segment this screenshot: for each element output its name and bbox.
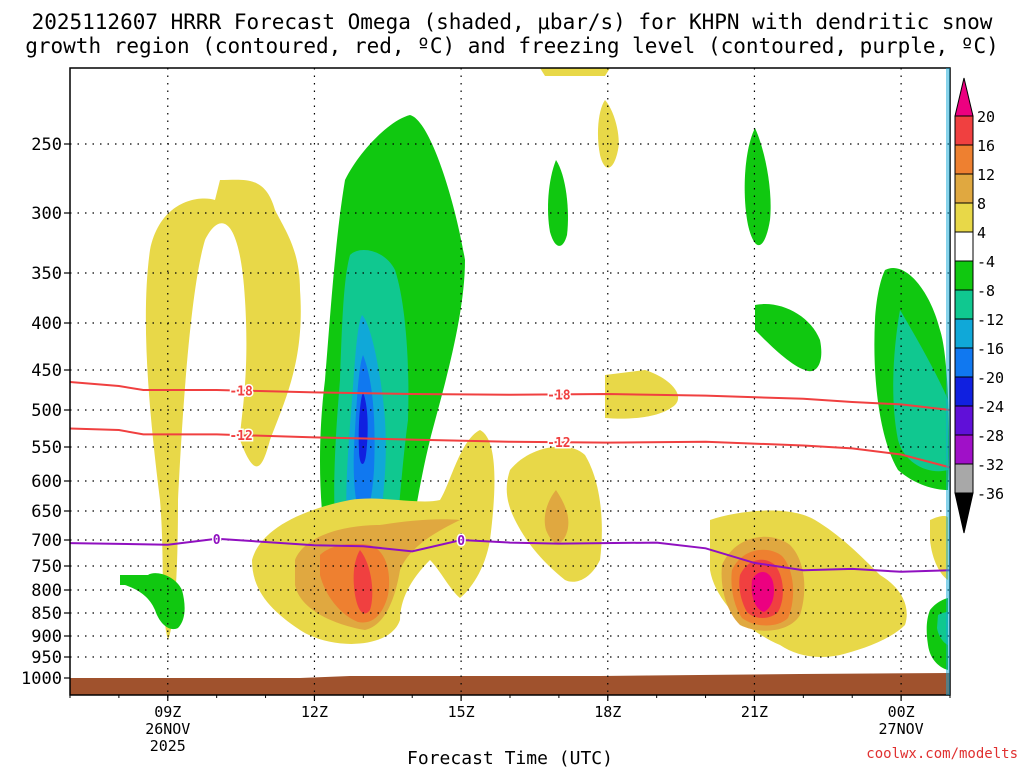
colorbar-bin [954, 202, 974, 233]
colorbar-bin-bottom [954, 492, 974, 534]
colorbar-label: -24 [977, 398, 1004, 416]
colorbar-label: 4 [977, 224, 986, 242]
omega-region-red-left [353, 550, 373, 614]
omega-region-pink-core [751, 571, 774, 612]
omega-region-orange-small [544, 490, 569, 544]
colorbar-label: 16 [977, 137, 995, 155]
omega-region-yellow-arch [145, 179, 301, 640]
y-tick-label-250: 250 [31, 135, 62, 155]
colorbar-label: -12 [977, 311, 1004, 329]
y-tick-label-700: 700 [31, 531, 62, 551]
omega-region-green-low-left [120, 573, 185, 630]
contour-label-0: 0 [457, 534, 465, 549]
y-tick-label-350: 350 [31, 264, 62, 284]
y-tick-label-1000: 1000 [21, 669, 62, 689]
omega-region-yellow-edge [930, 515, 948, 580]
colorbar-label: -4 [977, 253, 995, 271]
contour-label--12: -12 [229, 429, 252, 444]
colorbar-label: -36 [977, 485, 1004, 503]
surface-ground [70, 673, 950, 695]
plot-frame-right-accent [946, 68, 950, 695]
colorbar-label: -32 [977, 456, 1004, 474]
site-credit: coolwx.com/modelts [866, 746, 1018, 762]
colorbar-bin [954, 318, 974, 349]
omega-region-yellow-top [540, 68, 610, 76]
y-tick-label-400: 400 [31, 314, 62, 334]
y-tick-label-500: 500 [31, 401, 62, 421]
x-tick-label-15Z: 15Z [448, 703, 475, 721]
contour-label--18: -18 [547, 388, 571, 403]
x-tick-date: 26NOV [145, 720, 190, 738]
colorbar-bin [954, 405, 974, 436]
colorbar: 20 16 12 8 4 -4 -8 -12 -16 -20 -24 -28 -32 -36 [954, 77, 1004, 534]
x-tick-label-12Z: 12Z [301, 703, 328, 721]
omega-region-green-mid [755, 304, 822, 372]
y-tick-label-850: 850 [31, 604, 62, 624]
colorbar-bin-top [954, 77, 974, 117]
colorbar-bin [954, 144, 974, 175]
contour-line--12 [69, 427, 951, 469]
omega-region-green-small-1 [548, 160, 568, 246]
colorbar-label: -20 [977, 369, 1004, 387]
colorbar-bin [954, 347, 974, 378]
omega-region-yellow-small [597, 100, 619, 168]
contour-line-0 [69, 537, 951, 573]
colorbar-bin [954, 463, 974, 494]
omega-region-green-small-2 [744, 128, 771, 246]
colorbar-bin [954, 376, 974, 407]
y-tick-label-750: 750 [31, 557, 62, 577]
contour-label--12: -12 [547, 436, 570, 451]
y-tick-label-600: 600 [31, 472, 62, 492]
contour-label-0: 0 [213, 533, 221, 548]
x-tick-label-21Z: 21Z [741, 703, 768, 721]
colorbar-label: 12 [977, 166, 995, 184]
colorbar-label: 8 [977, 195, 986, 213]
y-tick-label-550: 550 [31, 438, 62, 458]
x-tick-year: 2025 [150, 737, 186, 755]
colorbar-bin [954, 289, 974, 320]
colorbar-bin [954, 115, 974, 146]
colorbar-label: -28 [977, 427, 1004, 445]
omega-shading [120, 68, 950, 670]
x-axis-title: Forecast Time (UTC) [407, 748, 613, 768]
contours: -18 -18 -12 -12 0 0 [69, 381, 951, 573]
y-tick-label-900: 900 [31, 627, 62, 647]
colorbar-label: -8 [977, 282, 995, 300]
y-tick-label-450: 450 [31, 361, 62, 381]
chart-title-line-2: growth region (contoured, red, ºC) and f… [25, 34, 999, 58]
contour-label--18: -18 [229, 385, 253, 400]
colorbar-label: 20 [977, 108, 995, 126]
contour-line--18 [69, 381, 951, 411]
y-tick-label-950: 950 [31, 648, 62, 668]
y-tick-label-800: 800 [31, 581, 62, 601]
x-tick-label-18Z: 18Z [594, 703, 621, 721]
y-tick-label-300: 300 [31, 204, 62, 224]
colorbar-bin [954, 260, 974, 291]
x-tick-label-00Z: 00Z [888, 703, 915, 721]
colorbar-bin [954, 231, 974, 262]
colorbar-label: -16 [977, 340, 1004, 358]
x-tick-label-09Z: 09Z [154, 703, 181, 721]
y-axis: 250 300 350 400 450 500 550 600 650 700 750 800 850 9… [21, 135, 70, 689]
omega-region-teal-low-right [937, 612, 948, 645]
y-tick-label-650: 650 [31, 502, 62, 522]
omega-region-dark-blue [358, 392, 368, 465]
x-tick-date: 27NOV [879, 720, 924, 738]
colorbar-bin [954, 173, 974, 204]
chart-title-line-1: 2025112607 HRRR Forecast Omega (shaded, … [31, 10, 993, 34]
omega-region-teal-right [893, 310, 948, 472]
colorbar-bin [954, 434, 974, 465]
